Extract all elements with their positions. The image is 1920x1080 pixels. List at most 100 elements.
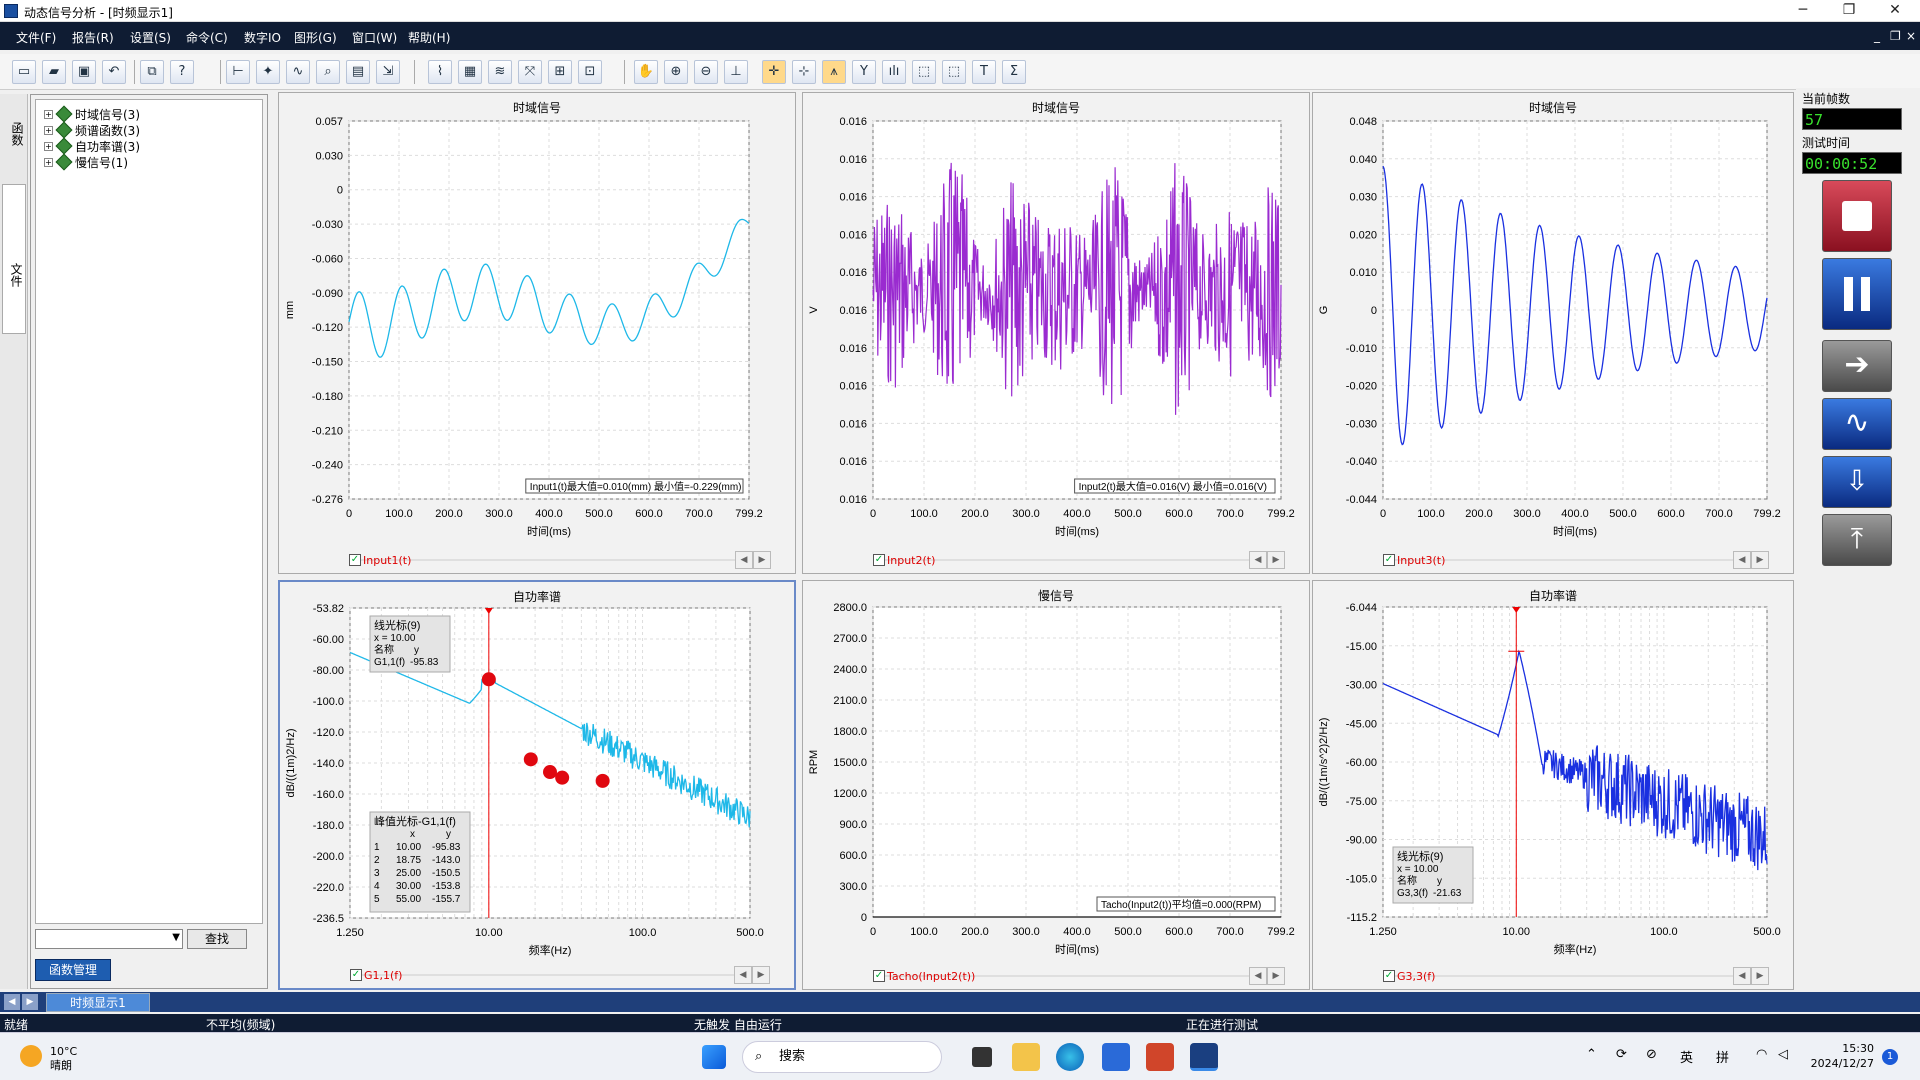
- legend-scroller[interactable]: ◀ ▶: [735, 551, 771, 569]
- zoom-out-icon[interactable]: ⊖: [694, 60, 718, 84]
- chart-zoom-icon[interactable]: ⤧: [518, 60, 542, 84]
- scroll-right-icon[interactable]: ▶: [1267, 551, 1285, 569]
- ime-pinyin[interactable]: 拼: [1716, 1051, 1730, 1066]
- sync-icon[interactable]: ⟳: [1616, 1047, 1627, 1062]
- stop-button[interactable]: [1822, 180, 1892, 252]
- y-cursor-icon[interactable]: Y: [852, 60, 876, 84]
- scroll-right-icon[interactable]: ▶: [752, 966, 770, 984]
- menu-settings[interactable]: 设置(S): [130, 31, 171, 45]
- close-button[interactable]: ✕: [1889, 2, 1901, 18]
- chart-panel-slow-signal[interactable]: 慢信号 2800.0 2700.0 2400.0 2100.0 1800.0 1500.0 1…: [802, 580, 1310, 990]
- grid-icon[interactable]: ⊞: [548, 60, 572, 84]
- download-button[interactable]: ⇩: [1822, 456, 1892, 508]
- mdi-restore-button[interactable]: ❐: [1890, 29, 1901, 43]
- chart-panel-time-input2[interactable]: 时域信号 0.016 0.016 0.016 0.016 0.016 0.016 0.016 0…: [802, 92, 1310, 574]
- menu-report[interactable]: 报告(R): [72, 31, 114, 45]
- mdi-minimize-button[interactable]: _: [1874, 29, 1880, 43]
- legend-checkbox[interactable]: ✓: [873, 554, 885, 566]
- export-icon[interactable]: ⇲: [376, 60, 400, 84]
- legend-scroller[interactable]: ◀ ▶: [1249, 551, 1285, 569]
- legend-checkbox[interactable]: ✓: [1383, 554, 1395, 566]
- file-explorer-icon[interactable]: [1012, 1043, 1040, 1071]
- tree-item-autopower-spectrum[interactable]: + 自功率谱(3): [44, 137, 140, 155]
- label-zoom-icon[interactable]: ⬚: [942, 60, 966, 84]
- chevron-down-icon[interactable]: ▼: [172, 932, 180, 943]
- legend-scroller[interactable]: ◀ ▶: [734, 966, 770, 984]
- scroll-right-icon[interactable]: ▶: [1751, 967, 1769, 985]
- scroll-right-icon[interactable]: ▶: [753, 551, 771, 569]
- legend-scroller[interactable]: ◀ ▶: [1733, 551, 1769, 569]
- start-windows-icon[interactable]: [702, 1045, 726, 1069]
- menu-help[interactable]: 帮助(H): [408, 31, 451, 45]
- top-button[interactable]: ⤒: [1822, 514, 1892, 566]
- tree-item-slow-signal[interactable]: + 慢信号(1): [44, 153, 128, 171]
- store-icon[interactable]: [1102, 1043, 1130, 1071]
- pause-button[interactable]: [1822, 258, 1892, 330]
- legend-item[interactable]: ✓ Input3(t): [1383, 551, 1445, 569]
- text-icon[interactable]: T: [972, 60, 996, 84]
- label-icon[interactable]: ⬚: [912, 60, 936, 84]
- function-manager-button[interactable]: 函数管理: [35, 959, 111, 981]
- powerpoint-icon[interactable]: [1146, 1043, 1174, 1071]
- legend-checkbox[interactable]: ✓: [1383, 970, 1395, 982]
- menu-command[interactable]: 命令(C): [186, 31, 228, 45]
- undo-icon[interactable]: ↶: [102, 60, 126, 84]
- zoom-in-icon[interactable]: ⊕: [664, 60, 688, 84]
- legend-checkbox[interactable]: ✓: [350, 969, 362, 981]
- wifi-icon[interactable]: ◠: [1756, 1047, 1768, 1062]
- scroll-right-icon[interactable]: ▶: [1751, 551, 1769, 569]
- scroll-left-icon[interactable]: ◀: [1733, 967, 1751, 985]
- spectrum-icon[interactable]: ⊡: [578, 60, 602, 84]
- crosshair-cursor-icon[interactable]: ✛: [762, 60, 786, 84]
- volume-icon[interactable]: ◁: [1778, 1047, 1788, 1062]
- legend-scroller[interactable]: ◀ ▶: [1733, 967, 1769, 985]
- open-folder-icon[interactable]: ▰: [42, 60, 66, 84]
- legend-item[interactable]: ✓ Tacho(Input2(t)): [873, 967, 975, 985]
- tree-item-time-signal[interactable]: + 时域信号(3): [44, 105, 140, 123]
- mdi-close-button[interactable]: ×: [1906, 29, 1917, 43]
- next-button[interactable]: ➔: [1822, 340, 1892, 392]
- weather-widget[interactable]: 10°C 晴朗: [20, 1041, 80, 1073]
- dual-cursor-icon[interactable]: ⊹: [792, 60, 816, 84]
- chart-panel-autopower-g33[interactable]: 自功率谱 -6.044 -15.00 -30.00 -45.00 -60.00 -75.00…: [1312, 580, 1794, 990]
- grid-table-icon[interactable]: ▦: [458, 60, 482, 84]
- task-view-icon[interactable]: [972, 1047, 992, 1067]
- menu-window[interactable]: 窗口(W): [352, 31, 398, 45]
- harmonic-cursor-icon[interactable]: ılı: [882, 60, 906, 84]
- legend-item[interactable]: ✓ G3,3(f): [1383, 967, 1435, 985]
- chart-panel-time-input3[interactable]: 时域信号 0.048 0.040 0.030 0.020 0.010 0 -0.010 -0.0…: [1312, 92, 1794, 574]
- chart-panel-time-input1[interactable]: 时域信号 0.057 0.030 0 -0.030 -0.060 -0.090 -0.120 -…: [278, 92, 796, 574]
- tab-prev-icon[interactable]: ◀: [4, 994, 20, 1010]
- copy-icon[interactable]: ⧉: [140, 60, 164, 84]
- signal-button[interactable]: ∿: [1822, 398, 1892, 450]
- legend-checkbox[interactable]: ✓: [873, 970, 885, 982]
- legend-item[interactable]: ✓ Input2(t): [873, 551, 935, 569]
- chart-multi-icon[interactable]: ≋: [488, 60, 512, 84]
- peak-cursor-icon[interactable]: ⩚: [822, 60, 846, 84]
- help-icon[interactable]: ?: [170, 60, 194, 84]
- legend-item[interactable]: ✓ G1,1(f): [350, 966, 402, 984]
- find-button[interactable]: 查找: [187, 929, 247, 949]
- system-clock[interactable]: 15:30 2024/12/27: [1810, 1041, 1874, 1071]
- save-icon[interactable]: ▣: [72, 60, 96, 84]
- axis-cursor-icon[interactable]: ⊥: [724, 60, 748, 84]
- legend-scroller[interactable]: ◀ ▶: [1249, 967, 1285, 985]
- channel-icon[interactable]: ⊢: [226, 60, 250, 84]
- scroll-right-icon[interactable]: ▶: [1267, 967, 1285, 985]
- analyzer-icon[interactable]: ⌕: [316, 60, 340, 84]
- scroll-left-icon[interactable]: ◀: [735, 551, 753, 569]
- scroll-left-icon[interactable]: ◀: [1733, 551, 1751, 569]
- scroll-left-icon[interactable]: ◀: [734, 966, 752, 984]
- tree-item-spectrum-function[interactable]: + 频谱函数(3): [44, 121, 140, 139]
- edge-browser-icon[interactable]: [1056, 1043, 1084, 1071]
- notification-badge[interactable]: 1: [1882, 1049, 1898, 1065]
- scroll-left-icon[interactable]: ◀: [1249, 551, 1267, 569]
- tab-next-icon[interactable]: ▶: [22, 994, 38, 1010]
- menu-digital-io[interactable]: 数字IO: [244, 31, 281, 45]
- scroll-left-icon[interactable]: ◀: [1249, 967, 1267, 985]
- ime-mode[interactable]: 英: [1680, 1051, 1694, 1066]
- signal-analyzer-app-icon[interactable]: [1190, 1043, 1218, 1071]
- taskbar-search-box[interactable]: 搜索 ⌕: [742, 1041, 942, 1073]
- device-icon[interactable]: ▤: [346, 60, 370, 84]
- minimize-button[interactable]: ─: [1798, 2, 1808, 18]
